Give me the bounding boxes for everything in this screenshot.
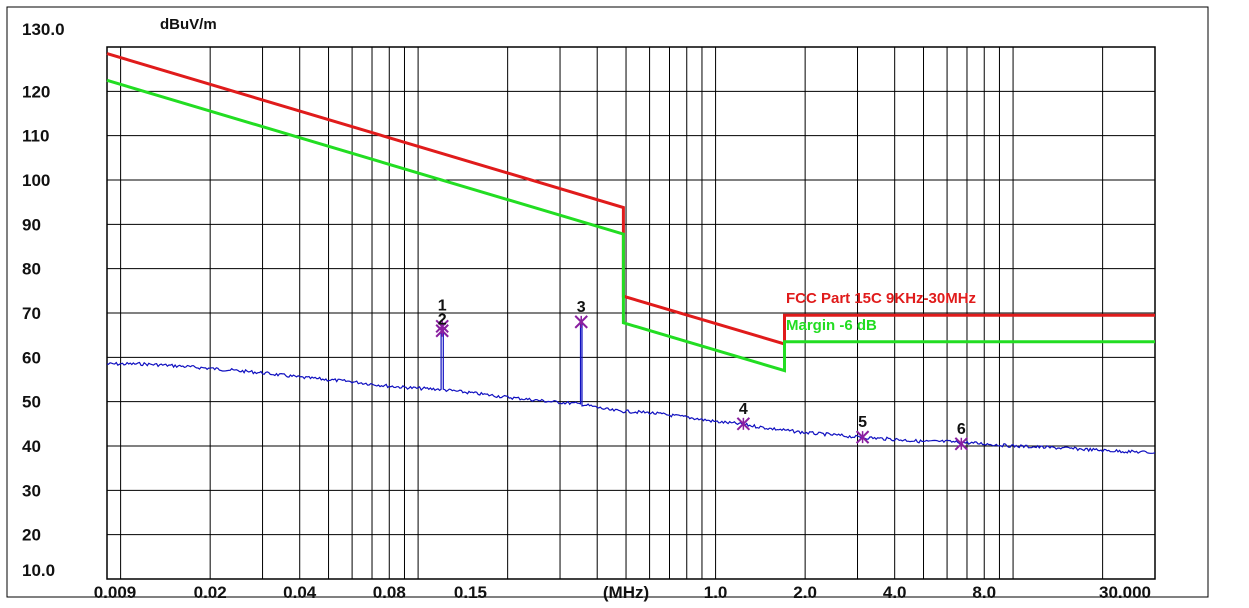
grid bbox=[107, 47, 1155, 579]
x-tick-label: 0.08 bbox=[373, 583, 406, 602]
marker-label: 4 bbox=[739, 401, 748, 418]
plot-border bbox=[106, 46, 1156, 580]
peak-markers: 12 3 4 5 6 bbox=[435, 297, 969, 451]
marker-label: 1 bbox=[438, 297, 447, 314]
marker-label: 2 bbox=[438, 312, 447, 329]
y-unit-label: dBuV/m bbox=[160, 16, 217, 33]
legend-limit-label: FCC Part 15C 9KHz-30MHz bbox=[786, 290, 976, 307]
x-tick-label: 0.02 bbox=[194, 583, 227, 602]
chart-frame bbox=[6, 6, 1209, 598]
x-tick-label: 30.000 bbox=[1099, 583, 1151, 602]
y-tick-label: 130.0 bbox=[22, 20, 65, 39]
limit-line bbox=[106, 52, 1155, 347]
x-tick-label: (MHz) bbox=[603, 583, 649, 602]
legend: FCC Part 15C 9KHz-30MHz Margin -6 dB bbox=[786, 290, 976, 334]
measurement-trace bbox=[106, 321, 1156, 454]
x-tick-label: 0.009 bbox=[94, 583, 137, 602]
y-tick-label: 30 bbox=[22, 481, 41, 500]
x-tick-label: 1.0 bbox=[704, 583, 728, 602]
y-tick-label: 110 bbox=[22, 127, 49, 146]
y-tick-label: 70 bbox=[22, 304, 41, 323]
margin-line bbox=[106, 78, 1155, 373]
marker-label: 6 bbox=[957, 421, 966, 438]
y-tick-label: 10.0 bbox=[22, 561, 55, 580]
y-tick-label: 40 bbox=[22, 437, 41, 456]
marker-label: 5 bbox=[858, 414, 867, 431]
y-tick-label: 100 bbox=[22, 171, 50, 190]
y-tick-label: 80 bbox=[22, 260, 41, 279]
y-tick-labels: 130.0 120 110 100 90 80 70 60 50 40 30 20 10.0 bbox=[22, 20, 65, 580]
legend-margin-label: Margin -6 dB bbox=[786, 317, 877, 334]
y-tick-label: 120 bbox=[22, 82, 50, 101]
y-tick-label: 20 bbox=[22, 526, 41, 545]
x-tick-labels: 0.009 0.02 0.04 0.08 0.15 (MHz) 1.0 2.0 4.0 8.0 30… bbox=[94, 583, 1151, 602]
y-tick-label: 60 bbox=[22, 348, 41, 367]
y-tick-label: 90 bbox=[22, 215, 41, 234]
x-tick-label: 0.15 bbox=[454, 583, 487, 602]
x-tick-label: 8.0 bbox=[972, 583, 996, 602]
marker-label: 3 bbox=[577, 299, 586, 316]
y-tick-label: 50 bbox=[22, 393, 41, 412]
series-lines bbox=[106, 52, 1156, 454]
x-tick-label: 0.04 bbox=[283, 583, 317, 602]
x-tick-label: 4.0 bbox=[883, 583, 907, 602]
x-tick-label: 2.0 bbox=[793, 583, 817, 602]
